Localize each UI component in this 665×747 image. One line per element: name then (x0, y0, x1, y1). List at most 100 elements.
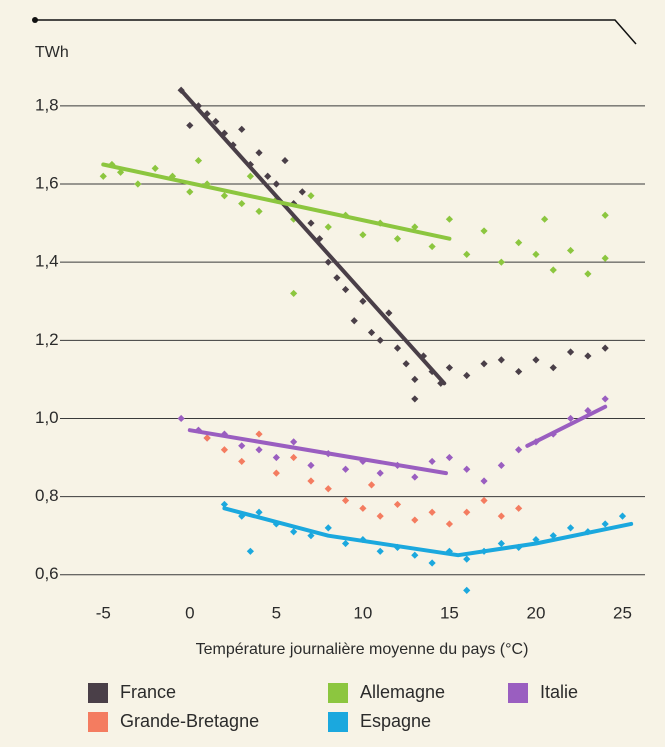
legend-swatch (328, 683, 348, 703)
point (393, 235, 402, 243)
point (376, 336, 384, 344)
point (515, 446, 523, 454)
y-tick-label: 1,4 (35, 252, 59, 271)
x-tick-label: 20 (527, 603, 546, 622)
point (463, 465, 471, 473)
point (411, 395, 419, 403)
point (238, 457, 246, 466)
point (238, 512, 246, 520)
point (238, 125, 246, 133)
point (220, 500, 229, 509)
point (341, 285, 350, 294)
point (411, 551, 419, 559)
point (281, 156, 289, 165)
point (324, 485, 332, 493)
y-tick-label: 0,6 (35, 564, 59, 583)
point (419, 352, 428, 360)
legend-label: Espagne (360, 711, 431, 731)
point (316, 235, 324, 243)
legend-swatch (508, 683, 528, 703)
y-tick-label: 1,2 (35, 330, 59, 349)
trend-line (525, 404, 608, 448)
point (601, 254, 609, 262)
point (290, 215, 298, 223)
point (238, 442, 246, 450)
point (350, 317, 358, 325)
y-tick-label: 1,6 (35, 174, 59, 193)
point (255, 446, 263, 454)
point (515, 504, 523, 512)
point (367, 328, 376, 337)
point (307, 461, 315, 469)
point (584, 270, 592, 278)
y-axis-label: TWh (35, 44, 69, 61)
point (367, 481, 376, 489)
point (272, 453, 280, 462)
point (255, 430, 263, 438)
point (497, 356, 505, 364)
point (298, 188, 306, 196)
point (497, 512, 505, 520)
y-tick-label: 1,8 (35, 95, 59, 114)
point (566, 524, 575, 532)
point (618, 512, 627, 520)
point (532, 250, 540, 258)
x-tick-label: 5 (272, 603, 281, 622)
point (445, 520, 454, 528)
point (497, 539, 505, 548)
point (324, 524, 332, 532)
point (549, 364, 557, 372)
trend-line (222, 506, 634, 558)
x-axis-label: Température journalière moyenne du pays … (196, 641, 529, 658)
point (359, 231, 367, 239)
point (272, 180, 280, 188)
point (463, 508, 471, 516)
y-tick-label: 1,0 (35, 408, 59, 427)
point (99, 172, 107, 180)
point (246, 547, 254, 555)
point (359, 457, 367, 466)
legend-label: Allemagne (360, 682, 445, 702)
point (411, 516, 419, 524)
point (376, 469, 384, 477)
point (402, 360, 410, 368)
point (307, 219, 315, 227)
legend-swatch (328, 712, 348, 732)
point (601, 395, 609, 403)
point (463, 371, 471, 380)
point (324, 258, 332, 266)
point (463, 250, 471, 258)
point (428, 559, 436, 567)
point (307, 532, 315, 540)
point (445, 364, 454, 372)
point (376, 547, 384, 555)
point (566, 348, 575, 356)
point (497, 461, 505, 469)
point (515, 239, 523, 247)
point (385, 309, 393, 317)
point (428, 457, 436, 466)
point (203, 434, 211, 442)
point (445, 215, 454, 223)
decoration (32, 17, 637, 45)
point (290, 438, 298, 446)
point (463, 555, 471, 563)
point (549, 532, 557, 540)
point (497, 258, 505, 266)
point (428, 508, 436, 516)
point (515, 367, 523, 376)
point (151, 164, 159, 172)
legend-label: Grande-Bretagne (120, 711, 259, 731)
point (541, 215, 549, 223)
point (428, 242, 436, 251)
point (246, 172, 254, 180)
point (463, 586, 471, 594)
x-tick-label: -5 (96, 603, 111, 622)
point (290, 289, 298, 298)
point (445, 453, 454, 462)
point (177, 414, 185, 423)
point (255, 207, 263, 215)
point (584, 407, 592, 415)
x-tick-label: 0 (185, 603, 194, 622)
